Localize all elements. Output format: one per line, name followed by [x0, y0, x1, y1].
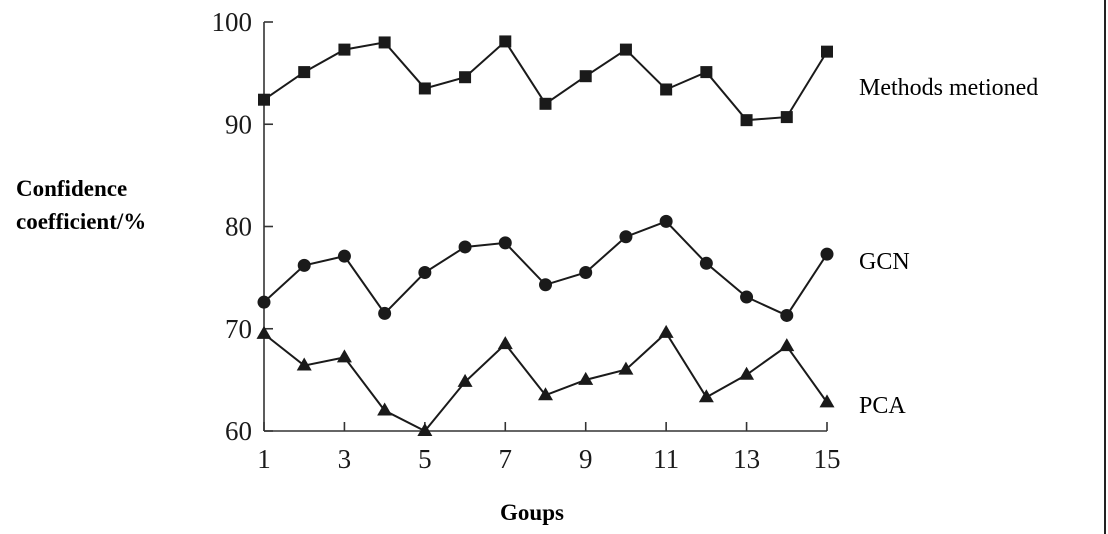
- square-marker: [780, 111, 793, 124]
- series-methods-metioned: [258, 35, 833, 127]
- square-marker: [298, 66, 311, 79]
- series-label-methods: Methods metioned: [859, 75, 1038, 101]
- y-tick-label: 100: [212, 7, 253, 37]
- labels: Confidence coefficient/% Goups Methods m…: [16, 75, 1038, 525]
- y-tick-label: 80: [225, 212, 252, 242]
- x-tick-label: 7: [499, 444, 513, 474]
- circle-marker: [820, 247, 834, 261]
- series-group: [256, 35, 835, 436]
- circle-marker: [579, 266, 593, 280]
- triangle-marker: [377, 402, 393, 416]
- series-line: [263, 331, 828, 433]
- triangle-marker: [618, 361, 634, 375]
- x-tick-label: 9: [579, 444, 593, 474]
- triangle-marker: [457, 373, 473, 387]
- circle-marker: [337, 249, 351, 263]
- x-tick-label: 1: [257, 444, 271, 474]
- circle-marker: [458, 240, 472, 254]
- square-marker: [579, 70, 592, 83]
- image-border: [1104, 0, 1106, 534]
- x-tick-label: 15: [814, 444, 841, 474]
- circle-marker: [619, 230, 633, 244]
- square-marker: [378, 36, 391, 49]
- x-tick-label: 11: [653, 444, 679, 474]
- triangle-marker: [658, 324, 674, 338]
- y-tick-label: 90: [225, 109, 252, 139]
- series-pca: [256, 324, 835, 436]
- x-tick-label: 3: [338, 444, 352, 474]
- square-marker: [539, 97, 552, 110]
- square-marker: [418, 82, 431, 95]
- circle-marker: [297, 258, 311, 272]
- circle-marker: [498, 236, 512, 250]
- triangle-marker: [578, 371, 594, 385]
- circle-marker: [418, 266, 432, 280]
- triangle-marker: [819, 394, 835, 408]
- square-marker: [660, 83, 673, 96]
- square-marker: [338, 43, 351, 56]
- circle-marker: [740, 290, 754, 304]
- triangle-marker: [256, 325, 272, 339]
- circle-marker: [659, 214, 673, 228]
- triangle-marker: [497, 336, 513, 350]
- y-tick-label: 70: [225, 314, 252, 344]
- circle-marker: [780, 308, 794, 322]
- circle-marker: [378, 306, 392, 320]
- x-axis-title: Goups: [500, 500, 564, 525]
- square-marker: [821, 45, 833, 58]
- series-label-pca: PCA: [859, 393, 906, 419]
- triangle-marker: [417, 423, 433, 436]
- x-tick-label: 5: [418, 444, 432, 474]
- triangle-marker: [739, 366, 755, 380]
- square-marker: [700, 66, 713, 79]
- square-marker: [740, 114, 753, 127]
- x-tick-label: 13: [733, 444, 760, 474]
- square-marker: [459, 71, 472, 84]
- square-marker: [499, 35, 512, 48]
- circle-marker: [257, 295, 271, 309]
- triangle-marker: [779, 338, 795, 352]
- triangle-marker: [296, 357, 312, 371]
- triangle-marker: [538, 387, 553, 401]
- triangle-marker: [698, 389, 714, 403]
- y-axis-title-line2: coefficient/%: [16, 209, 146, 234]
- y-tick-label: 60: [225, 416, 252, 446]
- y-axis-title-line1: Confidence: [16, 176, 127, 201]
- circle-marker: [699, 256, 713, 270]
- series-label-gcn: GCN: [859, 249, 910, 275]
- circle-marker: [539, 278, 552, 292]
- triangle-marker: [336, 349, 352, 363]
- square-marker: [619, 43, 632, 56]
- square-marker: [258, 93, 270, 106]
- series-gcn: [257, 214, 834, 322]
